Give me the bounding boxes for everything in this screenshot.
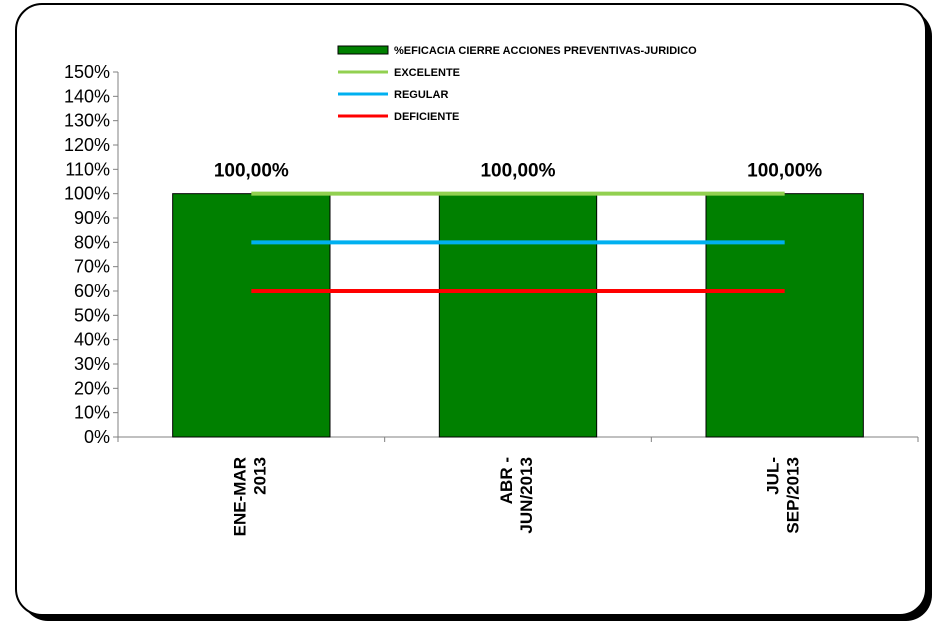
y-tick-label: 130% xyxy=(64,111,110,131)
bar xyxy=(438,193,598,438)
legend-label: %EFICACIA CIERRE ACCIONES PREVENTIVAS-JU… xyxy=(394,45,697,57)
y-tick-label: 70% xyxy=(74,257,110,277)
y-tick-label: 30% xyxy=(74,354,110,374)
legend-label: EXCELENTE xyxy=(394,67,460,79)
data-label: 100,00% xyxy=(747,161,822,182)
legend-label: DEFICIENTE xyxy=(394,111,459,123)
y-tick-label: 90% xyxy=(74,208,110,228)
y-tick-label: 50% xyxy=(74,305,110,325)
category-label-text: JUL-SEP/2013 xyxy=(764,457,803,534)
bar xyxy=(172,193,331,438)
data-label: 100,00% xyxy=(214,161,289,182)
category-label-text: ABR -JUN/2013 xyxy=(497,457,536,534)
data-label: 100,00% xyxy=(480,161,555,182)
y-tick-label: 140% xyxy=(64,86,110,106)
y-tick-label: 100% xyxy=(64,184,110,204)
legend: %EFICACIA CIERRE ACCIONES PREVENTIVAS-JU… xyxy=(337,45,697,123)
y-tick-label: 110% xyxy=(65,159,110,179)
category-label-text: ENE-MAR2013 xyxy=(230,457,269,536)
y-tick-label: 10% xyxy=(74,403,110,423)
y-tick-label: 150% xyxy=(64,62,110,82)
plot-area: 0% 10% 20% 30% 40% 50% 60% 70% 80% 90% 100% 110% 120… xyxy=(64,62,919,536)
category-label: JUL-SEP/2013 xyxy=(764,457,803,534)
legend-label: REGULAR xyxy=(394,89,448,101)
y-tick-label: 40% xyxy=(74,330,110,350)
bar xyxy=(705,193,864,438)
category-label: ABR -JUN/2013 xyxy=(497,457,536,534)
y-tick-label: 20% xyxy=(74,378,110,398)
y-tick-label: 80% xyxy=(74,232,110,252)
legend-swatch-bar xyxy=(337,45,389,55)
category-label: ENE-MAR2013 xyxy=(230,457,269,536)
y-tick-label: 0% xyxy=(84,427,110,447)
y-tick-label: 120% xyxy=(64,135,110,155)
y-tick-label: 60% xyxy=(74,281,110,301)
